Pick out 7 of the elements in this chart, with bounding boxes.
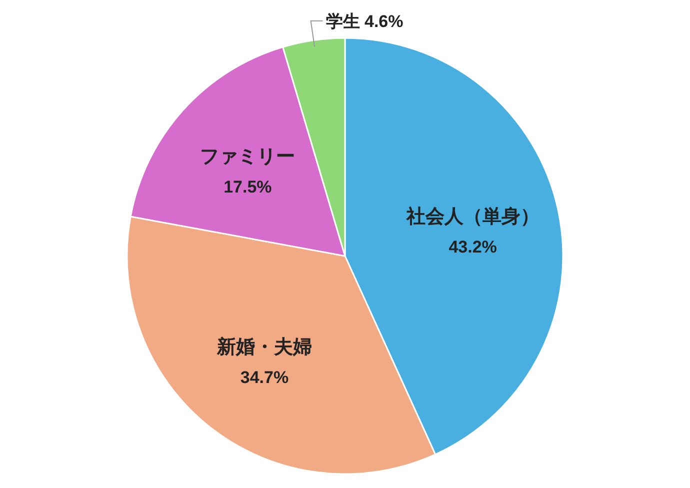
slice-label: ファミリー xyxy=(200,146,296,168)
slice-label: 社会人（単身） xyxy=(405,205,540,228)
slice-label: 学生 4.6% xyxy=(326,12,404,31)
data-label: 17.5% xyxy=(224,178,272,197)
data-label: 34.7% xyxy=(240,368,289,388)
data-label: 43.2% xyxy=(448,237,497,256)
slice-label: 新婚・夫婦 xyxy=(216,336,312,358)
